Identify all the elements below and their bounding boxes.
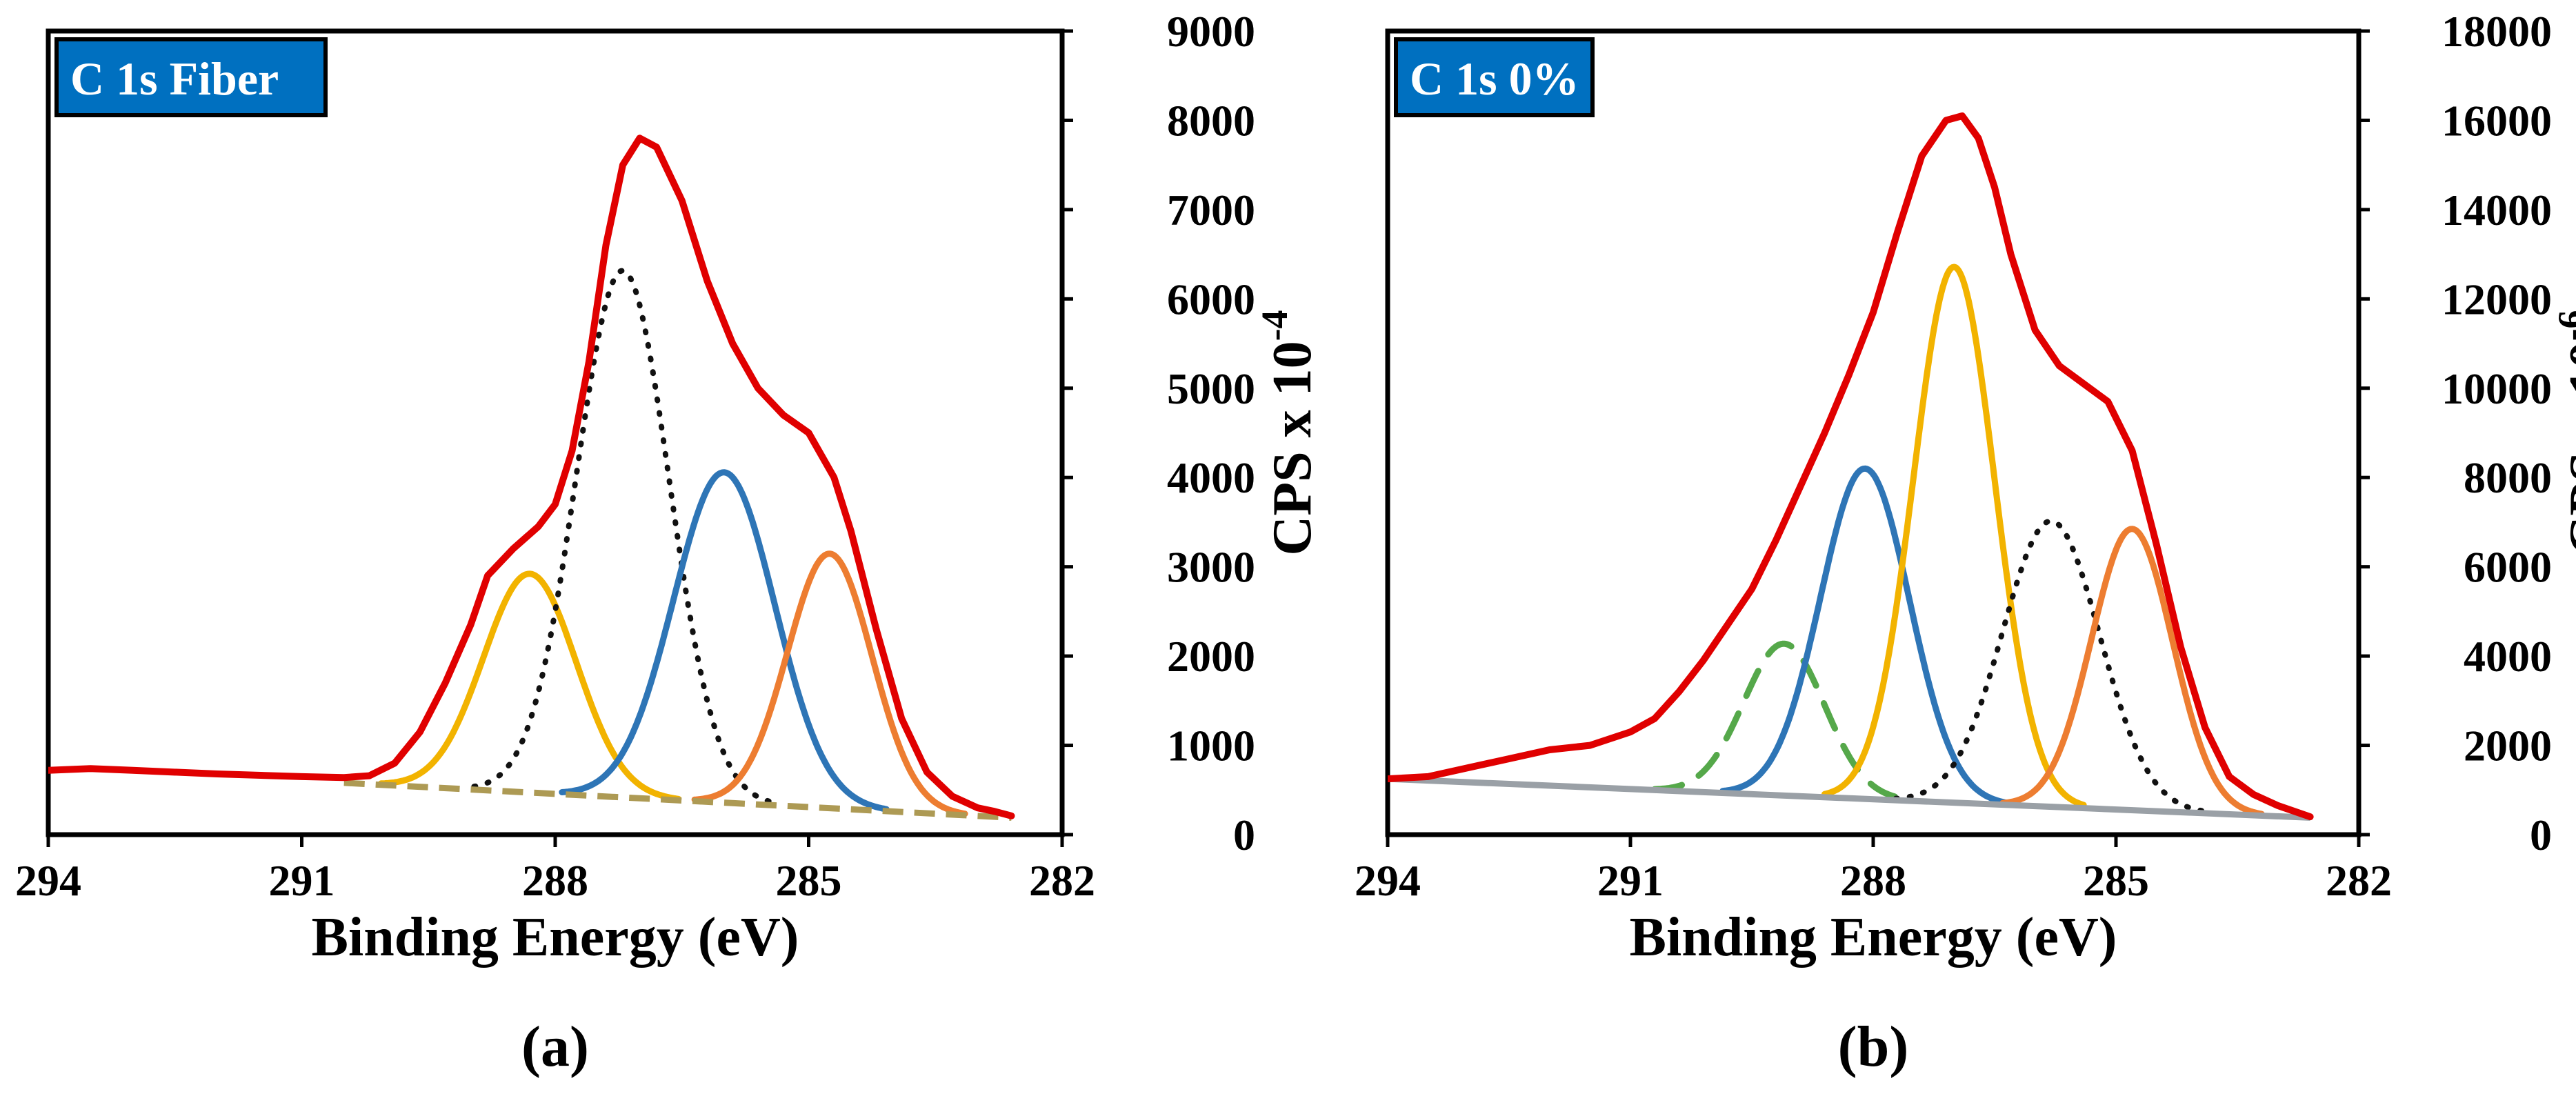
- y-tick-label: 1000: [1167, 722, 1255, 770]
- chart-title: C 1s Fiber: [70, 52, 279, 105]
- title-badge-box: [54, 37, 328, 117]
- x-tick-label: 288: [1840, 856, 1906, 905]
- y-tick-label: 10000: [2442, 364, 2552, 413]
- envelope-curve: [1388, 112, 2314, 821]
- x-axis-label: Binding Energy (eV): [1630, 907, 2117, 968]
- x-tick-label: 285: [776, 856, 842, 905]
- background-baseline: [1388, 775, 2310, 821]
- x-tick-label: 282: [1029, 856, 1095, 905]
- y-tick-label: 2000: [2464, 722, 2552, 770]
- component-peak-3: [559, 469, 890, 813]
- title-badge: C 1s Fiber: [54, 37, 328, 117]
- y-tick-label: 8000: [2464, 453, 2552, 502]
- y-tick-label: 18000: [2442, 7, 2552, 56]
- x-tick-label: 294: [15, 856, 81, 905]
- plot-frame: [1385, 28, 2362, 837]
- y-tick-label: 8000: [1167, 96, 1255, 145]
- y-tick-label: 16000: [2442, 96, 2552, 145]
- x-tick-label: 288: [522, 856, 588, 905]
- component-peak-1: [1651, 640, 1917, 804]
- title-badge-box: [1394, 37, 1595, 117]
- y-tick-label: 3000: [1167, 543, 1255, 592]
- component-peak-2: [1719, 465, 2011, 806]
- y-tick-label: 2000: [1167, 632, 1255, 681]
- component-peak-5: [1999, 526, 2265, 817]
- panel-a: 0 1000 2000 3000 4000 5000 6000 7000 8000 9000 294…: [15, 7, 1323, 1079]
- y-axis-label: CPS x 10-6: [2550, 310, 2576, 555]
- component-peak-1: [378, 570, 682, 802]
- x-tick-label: 294: [1355, 856, 1421, 905]
- x-axis-label: Binding Energy (eV): [312, 907, 799, 968]
- x-tick-label: 291: [269, 856, 335, 905]
- plot-frame: [46, 28, 1065, 837]
- y-axis-label: CPS x 10-4: [1254, 310, 1323, 555]
- component-peak-4: [691, 550, 968, 817]
- panel-label: (b): [1838, 1015, 1909, 1079]
- plot-area: [48, 135, 1015, 821]
- chart-title: C 1s 0%: [1410, 52, 1579, 105]
- y-tick-label: 6000: [2464, 543, 2552, 592]
- component-peak-2: [471, 268, 775, 805]
- plot-area: [1388, 112, 2314, 821]
- y-tick-label: 6000: [1167, 275, 1255, 324]
- y-tick-label: 0: [2530, 810, 2552, 859]
- y-tick-label: 0: [1233, 810, 1255, 859]
- background-baseline: [343, 779, 1012, 821]
- y-tick-label: 5000: [1167, 364, 1255, 413]
- x-tick-label: 282: [2326, 856, 2392, 905]
- y-tick-label: 4000: [1167, 453, 1255, 502]
- component-peak-4: [1893, 518, 2210, 815]
- x-tick-label: 285: [2083, 856, 2149, 905]
- title-badge: C 1s 0%: [1394, 37, 1595, 117]
- component-peak-3: [1821, 263, 2087, 808]
- y-tick-label: 4000: [2464, 632, 2552, 681]
- y-tick-label: 9000: [1167, 7, 1255, 56]
- y-tick-label: 14000: [2442, 186, 2552, 235]
- y-tick-label: 7000: [1167, 186, 1255, 235]
- x-tick-label: 291: [1597, 856, 1664, 905]
- panel-b: 0 2000 4000 6000 8000 10000 12000 14000 16000 180…: [1355, 7, 2576, 1079]
- panel-label: (a): [521, 1015, 589, 1079]
- y-tick-label: 12000: [2442, 275, 2552, 324]
- envelope-curve: [48, 135, 1015, 819]
